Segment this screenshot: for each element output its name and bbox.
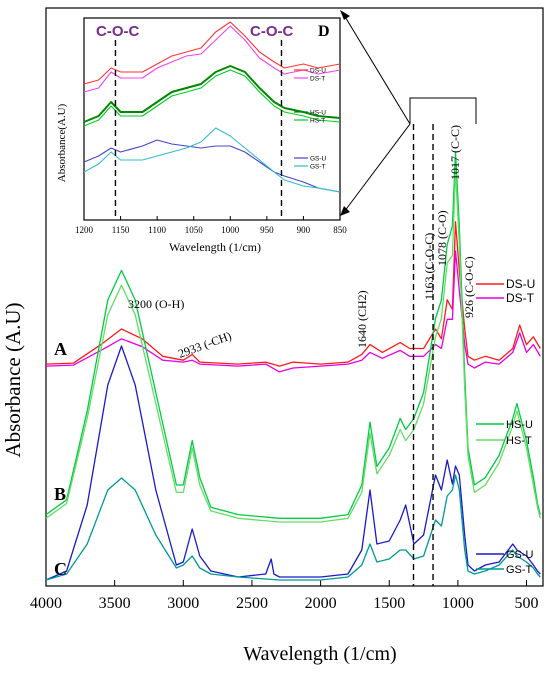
x-tick-label: 500 [515, 595, 539, 612]
x-tick-label: 2500 [236, 595, 268, 612]
inset-y-axis-label: Absorbance(A.U) [56, 103, 68, 182]
inset-legend-label-gs-t: GS-T [310, 164, 326, 171]
series-line-gs-u [45, 345, 541, 581]
annotation-coc-1163: 1163 (C-O-C) [422, 233, 436, 300]
inset-x-tick-label: 1000 [221, 225, 240, 235]
inset-series-line-hs-t [83, 69, 341, 127]
inset-plot-frame [83, 17, 341, 221]
inset-x-tick-label: 1200 [75, 225, 94, 235]
inset-panel-label: D [318, 23, 330, 40]
series-line-hs-u [45, 151, 541, 519]
zoom-arrow-bottom [343, 123, 411, 213]
inset-legend-label-hs-u: HS-U [310, 110, 326, 117]
inset-x-tick-label: 950 [260, 225, 274, 235]
series-line-ds-u [45, 221, 541, 367]
zoom-arrowhead-bottom [340, 206, 350, 216]
legend-label-hs-u: HS-U [506, 419, 533, 431]
inset-legend-label-hs-t: HS-T [310, 118, 325, 125]
inset-annotation-coc-left: C-O-C [96, 23, 139, 40]
annotation-oh: 3200 (O-H) [128, 297, 184, 311]
inset-series-line-hs-u [83, 65, 341, 123]
series-line-hs-t [45, 169, 541, 523]
zoom-arrowhead-top [340, 10, 350, 20]
zoom-bracket [409, 97, 477, 124]
group-label-b: B [54, 484, 66, 504]
annotation-ch: 2933 (-CH) [176, 329, 233, 361]
inset-series-line-gs-t [83, 127, 341, 193]
legend-label-ds-u: DS-U [506, 277, 535, 291]
inset-legend-label-ds-t: DS-T [310, 76, 325, 83]
group-label-c: C [54, 559, 67, 579]
inset-series-line-ds-u [83, 21, 341, 85]
group-label-a: A [54, 339, 67, 359]
inset-series-line-ds-t [83, 25, 341, 93]
inset-series-line-gs-u [83, 139, 341, 193]
main-y-axis-label: Absorbance (A.U) [1, 302, 25, 457]
inset-background [78, 14, 338, 224]
x-tick-label: 4000 [30, 595, 62, 612]
annotation-co-1078: 1078 (C-O) [435, 210, 449, 266]
x-tick-label: 3500 [99, 595, 131, 612]
main-plot-frame [45, 7, 544, 587]
inset-x-axis-label: Wavelength (1/cm) [169, 240, 261, 254]
inset-annotation-coc-right: C-O-C [250, 23, 293, 40]
series-line-ds-t [45, 250, 541, 373]
series-line-gs-t [45, 474, 541, 581]
inset-x-tick-label: 900 [297, 225, 311, 235]
inset-x-tick-label: 1050 [185, 225, 204, 235]
x-tick-label: 3000 [167, 595, 199, 612]
inset-x-tick-label: 850 [333, 225, 347, 235]
legend-label-gs-t: GS-T [506, 564, 533, 576]
x-tick-label: 1000 [442, 595, 474, 612]
legend-label-hs-t: HS-T [506, 435, 532, 447]
inset-x-tick-label: 1150 [112, 225, 130, 235]
zoom-arrow-top [343, 14, 411, 125]
inset-x-tick-label: 1100 [148, 225, 166, 235]
annotation-coc-926: 926 (C-O-C) [462, 256, 476, 318]
legend-label-ds-t: DS-T [506, 291, 535, 305]
x-tick-label: 2000 [305, 595, 337, 612]
x-tick-label: 1500 [373, 595, 405, 612]
main-x-axis-label: Wavelength (1/cm) [243, 643, 396, 665]
inset-legend-label-gs-u: GS-U [310, 156, 327, 163]
inset-legend-label-ds-u: DS-U [310, 68, 326, 75]
annotation-ch2: 1640 (CH2) [355, 290, 369, 348]
legend-label-gs-u: GS-U [506, 549, 534, 561]
annotation-cc-1017: 1017 (C-C) [448, 125, 462, 180]
